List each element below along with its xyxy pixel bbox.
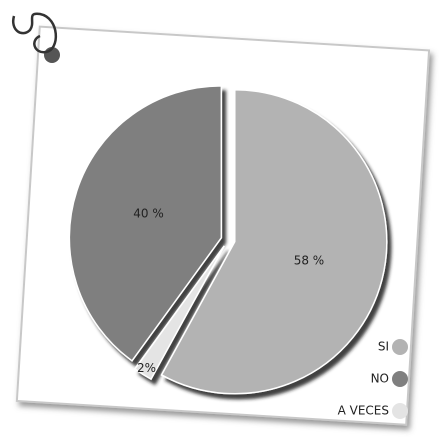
clip [11,12,60,63]
pie [68,85,388,395]
data-label: 2% [137,361,156,375]
legend-label: SI [378,340,389,354]
pie-slice [68,85,223,362]
legend: SI NO A VECES [338,339,408,419]
pie-slice [133,245,225,381]
legend-swatch [392,339,408,355]
legend-swatch [392,371,408,387]
pie-slice [160,88,388,395]
legend-label: NO [371,372,389,386]
data-label: 40 % [133,207,164,221]
legend-swatch [392,403,408,419]
data-label: 58 % [294,253,325,267]
legend-label: A VECES [338,404,389,418]
labels: 58 % 2% 40 % [133,207,324,375]
